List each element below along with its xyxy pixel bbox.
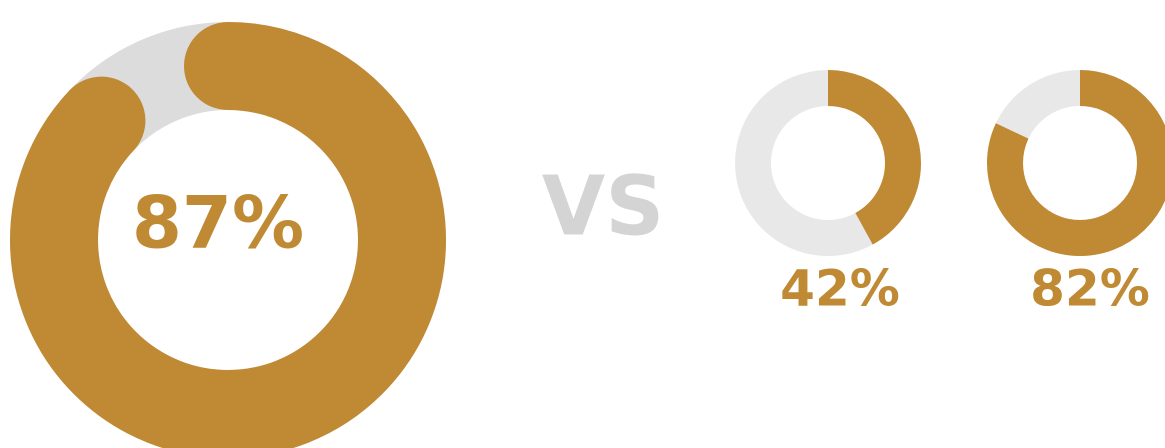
value-label: 42% [780,260,900,318]
donut-arc [735,70,921,256]
value-label: 87% [132,181,304,265]
value-label: 82% [1030,260,1150,318]
donut-arc [10,22,446,448]
donut-arc [987,70,1165,256]
vs-label: VS [542,159,665,254]
